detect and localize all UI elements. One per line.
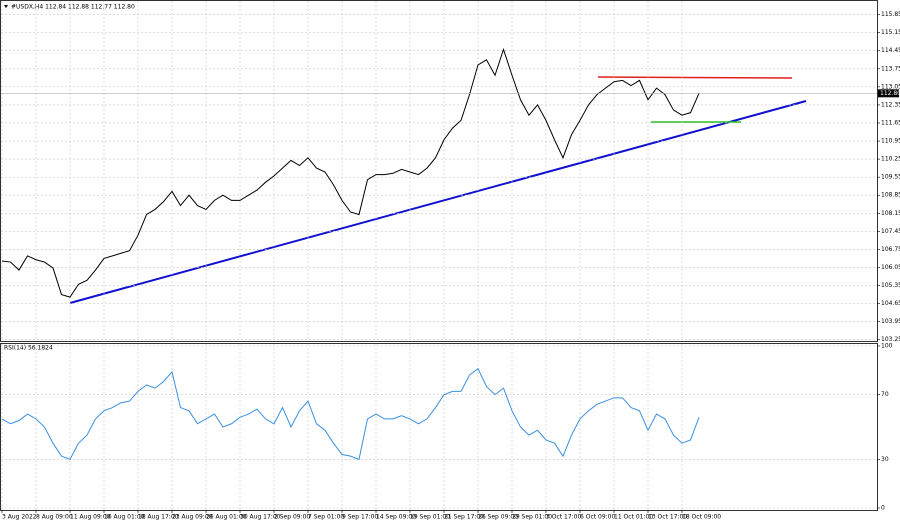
x-tick-label: 21 Sep 17:00 xyxy=(444,514,484,521)
price-title: #USDX,H4 112.84 112.88 112.77 112.80 xyxy=(11,4,135,11)
price-panel xyxy=(0,0,878,342)
x-tick-label: 16 Aug 01:00 xyxy=(104,514,145,521)
y-tick-label: 103.95 xyxy=(881,318,900,325)
rsi-title: RSI(14) 56.1824 xyxy=(4,345,53,352)
x-tick-label: 29 Sep 01:00 xyxy=(512,514,552,521)
x-tick-label: 3 Aug 2022 xyxy=(2,514,37,521)
y-tick-label: 106.75 xyxy=(881,246,900,253)
series-line xyxy=(1,47,700,298)
y-tick-label: 111.65 xyxy=(881,119,900,126)
x-tick-label: 26 Sep 09:00 xyxy=(478,514,518,521)
series-line xyxy=(1,367,700,461)
y-tick-label: 114.45 xyxy=(881,47,900,54)
y-tick-label: 106.05 xyxy=(881,264,900,271)
y-tick-label: 108.15 xyxy=(881,210,900,217)
y-tick-label: 103.25 xyxy=(881,336,900,343)
x-tick-label: 6 Oct 09:00 xyxy=(580,514,615,521)
y-tick-label: 104.65 xyxy=(881,300,900,307)
y-tick-label: 30 xyxy=(881,456,889,463)
x-tick-label: 7 Sep 01:00 xyxy=(308,514,344,521)
y-tick-label: 113.75 xyxy=(881,65,900,72)
resistance-line xyxy=(597,76,793,79)
x-tick-label: 11 Aug 09:00 xyxy=(70,514,111,521)
x-tick-label: 11 Oct 01:00 xyxy=(614,514,653,521)
x-tick-label: 18 Aug 17:00 xyxy=(138,514,179,521)
x-tick-label: 19 Sep 01:00 xyxy=(410,514,450,521)
menu-triangle xyxy=(4,5,8,8)
rsi-panel xyxy=(0,343,878,511)
y-tick-label: 100 xyxy=(881,343,893,350)
trend-line xyxy=(69,100,807,304)
x-tick-label: 26 Aug 01:00 xyxy=(206,514,247,521)
y-tick-label: 108.85 xyxy=(881,192,900,199)
x-tick-label: 8 Aug 09:00 xyxy=(36,514,73,521)
y-tick-label: 110.25 xyxy=(881,156,900,163)
x-tick-label: 2 Sep 09:00 xyxy=(274,514,310,521)
y-tick-label: 110.95 xyxy=(881,138,900,145)
y-tick-label: 115.85 xyxy=(881,11,900,18)
y-tick-label: 70 xyxy=(881,391,889,398)
y-tick-label: 113.05 xyxy=(881,83,900,90)
x-tick-label: 9 Sep 17:00 xyxy=(342,514,378,521)
x-tick-label: 18 Oct 09:00 xyxy=(682,514,721,521)
price-box xyxy=(878,89,899,98)
x-tick-label: 23 Aug 09:00 xyxy=(172,514,213,521)
x-tick-label: 13 Oct 17:00 xyxy=(648,514,687,521)
x-tick-label: 14 Sep 09:00 xyxy=(376,514,416,521)
x-tick-label: 30 Aug 17:00 xyxy=(240,514,281,521)
y-tick-label: 115.15 xyxy=(881,29,900,36)
y-tick-label: 107.45 xyxy=(881,228,900,235)
y-tick-label: 112.35 xyxy=(881,101,900,108)
y-tick-label: 0 xyxy=(881,505,885,512)
price-label: 112.80 xyxy=(880,90,900,97)
y-tick-label: 105.35 xyxy=(881,282,900,289)
x-tick-label: 3 Oct 17:00 xyxy=(546,514,581,521)
y-tick-label: 109.55 xyxy=(881,174,900,181)
